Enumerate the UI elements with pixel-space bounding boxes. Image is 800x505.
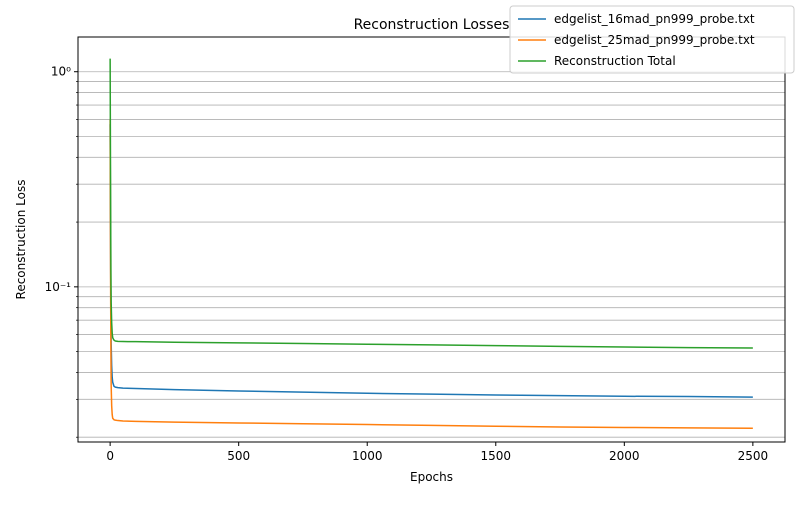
ticks: 0 500 1000 1500 2000 2500 10⁻¹ 10⁰: [45, 65, 769, 463]
series-line-3: [109, 58, 753, 349]
plot-frame: [77, 36, 786, 443]
x-tick-label: 500: [227, 449, 250, 463]
y-tick-label: 10⁰: [51, 65, 71, 79]
x-tick-label: 0: [106, 449, 114, 463]
series-line-2: [109, 119, 753, 430]
chart-title: Reconstruction Losses: [354, 17, 510, 33]
x-tick-label: 2500: [738, 449, 769, 463]
grid: [78, 71, 785, 438]
x-tick-label: 1500: [480, 449, 511, 463]
legend: edgelist_16mad_pn999_probe.txt edgelist_2…: [509, 5, 795, 74]
legend-label: Reconstruction Total: [554, 54, 676, 68]
x-tick-label: 2000: [609, 449, 640, 463]
x-tick-label: 1000: [352, 449, 383, 463]
series-lines: [109, 58, 753, 430]
legend-box: [509, 5, 795, 74]
y-tick-label: 10⁻¹: [45, 280, 72, 294]
x-axis-label: Epochs: [410, 470, 453, 484]
y-axis-label: Reconstruction Loss: [14, 180, 28, 300]
legend-label: edgelist_16mad_pn999_probe.txt: [554, 12, 755, 26]
legend-label: edgelist_25mad_pn999_probe.txt: [554, 33, 755, 47]
